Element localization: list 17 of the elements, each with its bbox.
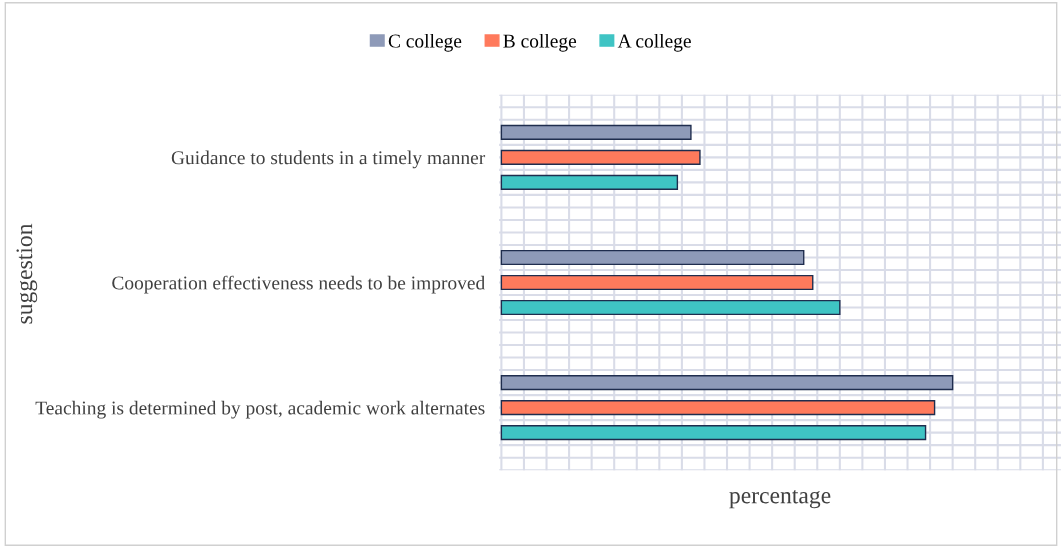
y-tick-label: Teaching is determined by post, academic work alternates bbox=[35, 400, 485, 419]
x-axis-title: percentage bbox=[729, 489, 831, 509]
bar bbox=[500, 174, 679, 190]
bar bbox=[500, 375, 954, 391]
legend-label: C college bbox=[388, 33, 462, 52]
y-tick-label: Cooperation effectiveness needs to be improved bbox=[112, 275, 485, 294]
bar bbox=[500, 274, 814, 291]
bar bbox=[500, 400, 936, 416]
bar bbox=[500, 249, 805, 266]
y-tick-label: Guidance to students in a timely manner bbox=[171, 150, 486, 169]
legend-label: B college bbox=[503, 33, 577, 52]
bar bbox=[500, 299, 841, 316]
bar bbox=[500, 425, 927, 441]
legend-label: A college bbox=[617, 33, 691, 52]
bar bbox=[500, 149, 701, 165]
bar bbox=[500, 124, 692, 140]
y-axis-title: suggestion bbox=[16, 223, 38, 324]
